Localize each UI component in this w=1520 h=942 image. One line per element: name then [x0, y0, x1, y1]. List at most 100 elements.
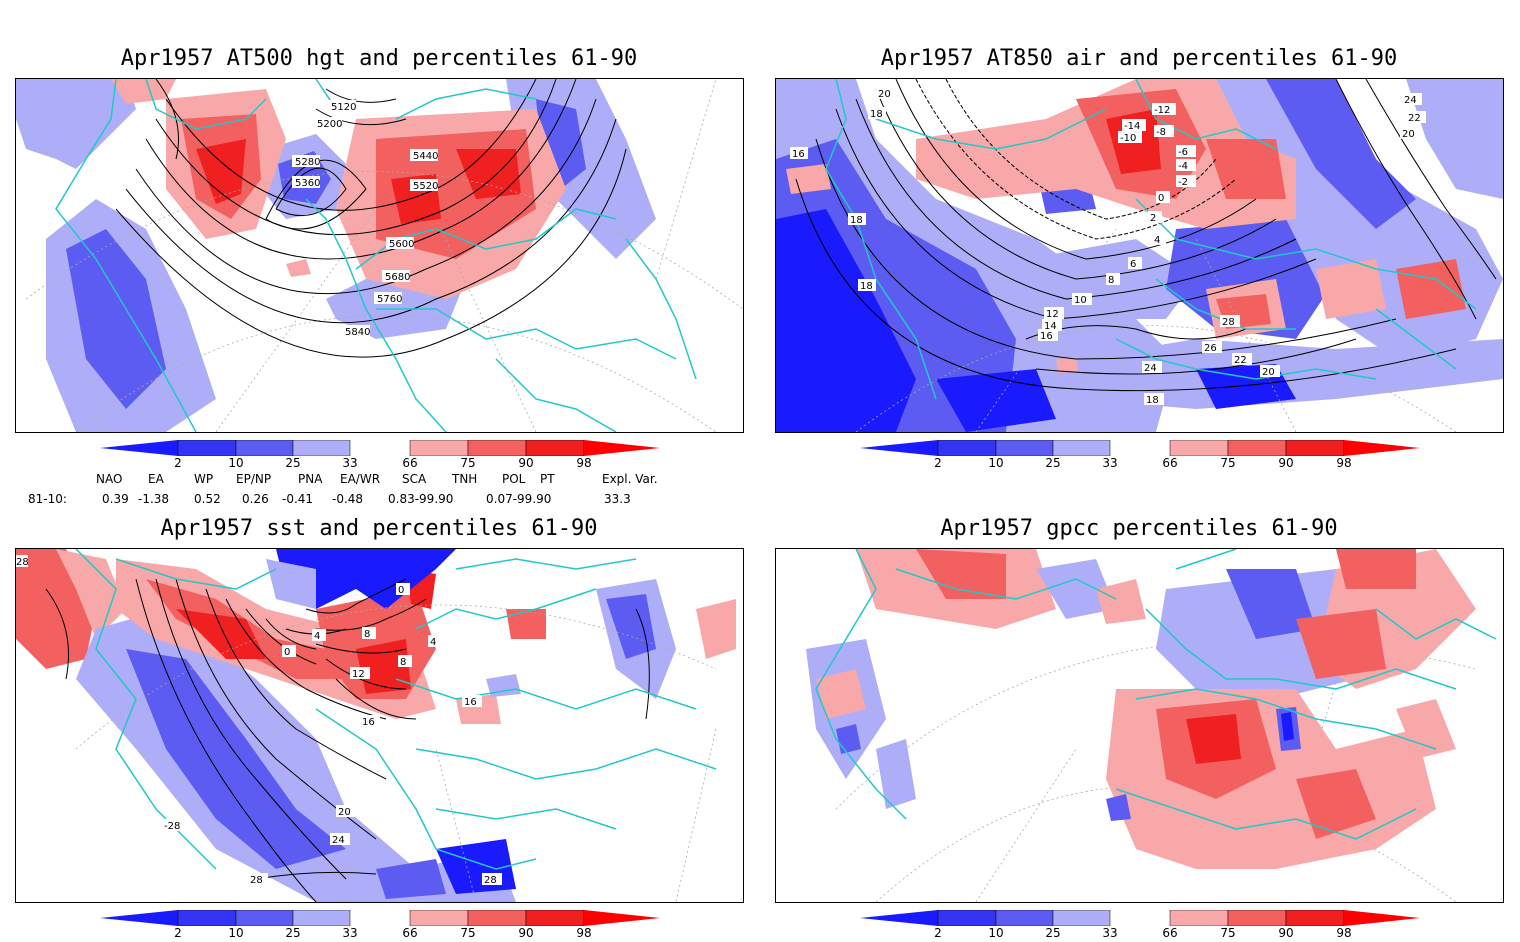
index-value: 0.52: [194, 492, 221, 506]
shade-red-light: [1316, 259, 1386, 319]
legend-tick: 75: [460, 456, 476, 470]
contour-label: -6: [1178, 147, 1188, 158]
index-header: TNH: [452, 472, 478, 486]
index-header: WP: [194, 472, 214, 486]
legend-tick: 33: [1102, 926, 1118, 940]
legend-air850: 2 10 25 33 66 75 90 98: [860, 440, 1420, 472]
map-sst: 28 0 4 8 12 16 20 24 28 28 -28 16 4 0 8: [15, 548, 744, 903]
legend-tick: 66: [1162, 926, 1178, 940]
contour-label: 20: [1262, 367, 1275, 378]
contour-label: 5120: [331, 102, 356, 113]
legend-tick: 33: [1102, 456, 1118, 470]
contour-label: -28: [164, 821, 180, 832]
shade-red-mid: [916, 549, 1006, 599]
contour-label: 12: [1046, 309, 1059, 320]
legend-tick: 10: [988, 456, 1004, 470]
legend-tick: 2: [174, 926, 182, 940]
shade-red-dark: [196, 139, 246, 204]
legend-tick: 75: [1220, 926, 1236, 940]
contour-label: 5600: [389, 239, 414, 250]
contour-label: 5840: [345, 327, 370, 338]
shade-red-light: [1096, 579, 1146, 624]
contour-label: 5440: [413, 151, 438, 162]
legend-tick: 90: [518, 926, 534, 940]
shade-red-dark: [1186, 714, 1241, 764]
map-air850-svg: 20 18 16 18 18 -12 -14 -10 -8 -6 -4 -2 0…: [776, 79, 1503, 432]
contour-label: 5200: [317, 119, 342, 130]
panel-title-hgt500: Apr1957 AT500 hgt and percentiles 61-90: [120, 46, 638, 71]
shade-blue-light: [486, 674, 521, 697]
shade-blue-light: [266, 559, 316, 609]
shade-red-dark: [176, 609, 266, 659]
panel-title-air850: Apr1957 AT850 air and percentiles 61-90: [880, 46, 1398, 71]
index-row-label: 81-10:: [28, 492, 67, 506]
legend-tick: 2: [934, 456, 942, 470]
index-value: 0.39: [102, 492, 129, 506]
index-value: 0.83-99.90: [388, 492, 454, 506]
contour-label: 16: [792, 149, 805, 160]
shade-red-light: [786, 164, 831, 194]
contour-label: -14: [1124, 121, 1140, 132]
shade-blue-mid: [1106, 794, 1131, 821]
contour-label: 2: [1150, 213, 1156, 224]
index-value: 0.26: [242, 492, 269, 506]
contour-label: 5520: [413, 181, 438, 192]
shade-blue-light: [1036, 559, 1116, 619]
contour-label: -4: [1178, 161, 1188, 172]
contour-label: -10: [1120, 133, 1136, 144]
contour-label: 28: [1222, 317, 1235, 328]
index-header: POL: [502, 472, 526, 486]
contour-label: 16: [1040, 331, 1053, 342]
legend-tick: 98: [1336, 926, 1352, 940]
shade-red-light: [286, 259, 311, 277]
contour-label: 28: [484, 875, 497, 886]
shade-blue-mid: [66, 229, 166, 409]
shade-blue-dark: [1281, 712, 1294, 741]
legend-tick: 66: [402, 926, 418, 940]
legend-tick: 90: [1278, 456, 1294, 470]
legend-colorbar: [860, 440, 1420, 456]
legend-tick: 75: [1220, 456, 1236, 470]
contour-label: 6: [1130, 259, 1136, 270]
contour-label: 20: [1402, 129, 1415, 140]
legend-tick: 33: [342, 456, 358, 470]
contour-label: 10: [1074, 295, 1087, 306]
graticule: [25, 79, 743, 432]
contour-label: 26: [1204, 343, 1217, 354]
legend-tick: 25: [285, 926, 301, 940]
contour-label: 22: [1234, 355, 1247, 366]
index-header: Expl. Var.: [602, 472, 658, 486]
index-header: NAO: [96, 472, 123, 486]
contour-label: 12: [352, 669, 365, 680]
index-header: PNA: [298, 472, 323, 486]
contour-label: 8: [1108, 275, 1114, 286]
shade-blue-light: [1406, 79, 1503, 199]
legend-hgt500: 2 10 25 33 66 75 90 98: [100, 440, 660, 472]
legend-tick: 33: [342, 926, 358, 940]
contour-label: 5680: [385, 272, 410, 283]
graticule: [855, 228, 1457, 432]
contour-label: 14: [1044, 321, 1057, 332]
legend-colorbar: [100, 440, 660, 456]
shade-blue-dark: [276, 549, 456, 609]
precip-anomaly-patches: [806, 549, 1476, 869]
shade-blue-dark: [936, 369, 1056, 432]
legend-tick: 25: [285, 456, 301, 470]
legend-tick: 66: [402, 456, 418, 470]
index-value: -1.38: [138, 492, 170, 506]
contour-label: 18: [850, 215, 863, 226]
contour-label: 24: [332, 835, 345, 846]
shade-red-light: [111, 79, 176, 104]
contour-label: 24: [1144, 363, 1157, 374]
legend-tick: 98: [576, 926, 592, 940]
shade-red-mid: [1336, 549, 1416, 589]
contour-label: 18: [860, 281, 873, 292]
map-hgt500-svg: 5120 5200 5280 5360 5440 5520 5600 5680 …: [16, 79, 743, 432]
index-value: -0.41: [282, 492, 314, 506]
legend-tick: 75: [460, 926, 476, 940]
coastlines: [75, 549, 717, 870]
map-gpcc: [775, 548, 1504, 903]
contour-label: 0: [284, 647, 290, 658]
shade-blue-mid: [536, 99, 586, 189]
legend-gpcc: 2 10 25 33 66 75 90 98: [860, 910, 1420, 942]
